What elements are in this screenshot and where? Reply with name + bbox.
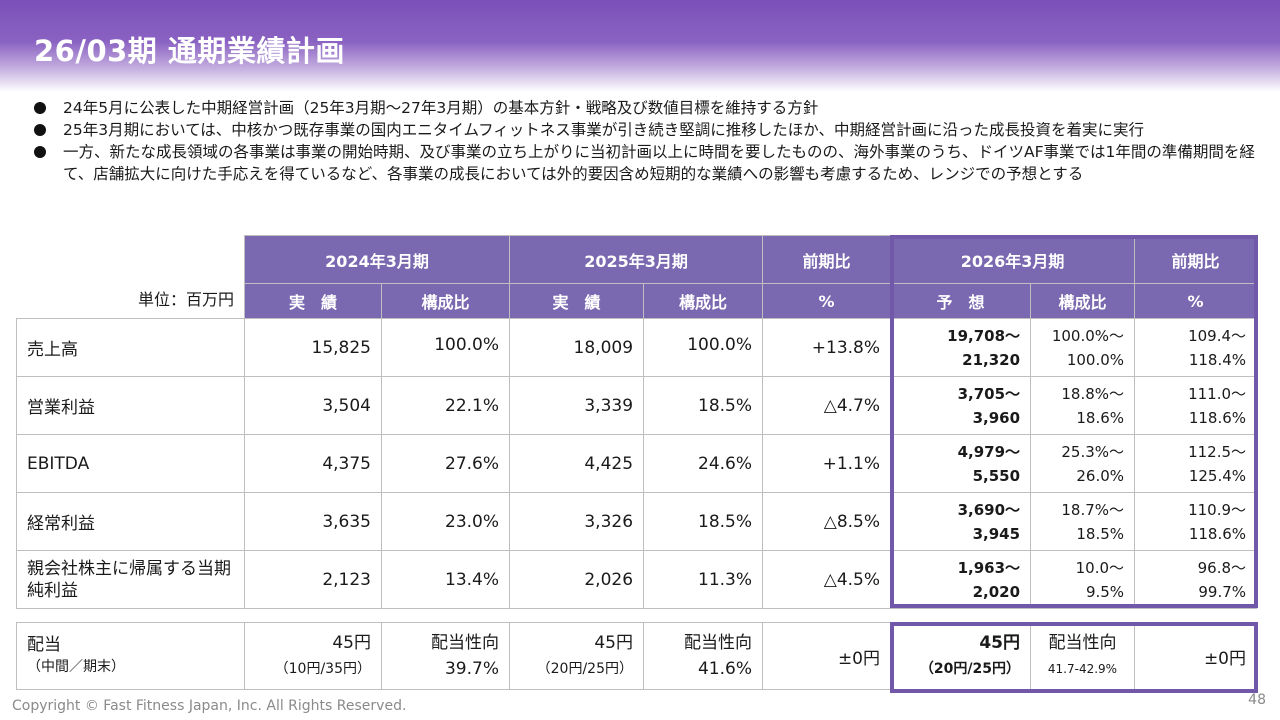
dividend-label: 配当 （中間／期末） [16, 622, 245, 690]
cell: +13.8% [762, 318, 892, 377]
page-number: 48 [1248, 692, 1266, 708]
forecast-ratio-cell: 10.0～ 9.5% [1030, 550, 1136, 609]
bullet-dot-icon [34, 146, 46, 158]
subheader: 予 想 [890, 283, 1032, 319]
period-header-2026: 2026年3月期 [890, 235, 1136, 284]
forecast-yoy-cell: 96.8～ 99.7% [1134, 550, 1258, 609]
forecast-cell: 3,690～ 3,945 [890, 492, 1032, 551]
bullet-item: 一方、新たな成長領域の各事業は事業の開始時期、及び事業の立ち上がりに当初計画以上… [34, 141, 1264, 185]
dividend-2025: 45円 （20円/25円） [509, 622, 644, 690]
performance-table: 2024年3月期 2025年3月期 前期比 2026年3月期 前期比 単位：百万… [16, 235, 1258, 609]
cell: 23.0% [380, 492, 511, 551]
cell: 18.5% [643, 376, 764, 435]
cell: 3,635 [244, 492, 382, 551]
copyright-footer: Copyright © Fast Fitness Japan, Inc. All… [12, 698, 407, 714]
forecast-yoy-cell: 110.9～ 118.6% [1134, 492, 1258, 551]
table-row: 営業利益 3,504 22.1% 3,339 18.5% △4.7% 3,705… [16, 376, 1258, 435]
dividend-forecast: 45円 （20円/25円） [890, 622, 1031, 690]
bullet-item: 25年3月期においては、中核かつ既存事業の国内エニタイムフィットネス事業が引き続… [34, 119, 1264, 141]
cell: 18.5% [643, 492, 764, 551]
cell: △4.7% [762, 376, 892, 435]
cell: △4.5% [762, 550, 892, 609]
cell: 2,123 [244, 550, 382, 609]
row-label: EBITDA [16, 434, 245, 493]
bullet-list: 24年5月に公表した中期経営計画（25年3月期～27年3月期）の基本方針・戦略及… [34, 97, 1264, 185]
row-label: 親会社株主に帰属する当期純利益 [16, 550, 245, 609]
subheader: 実 績 [244, 283, 382, 319]
bullet-dot-icon [34, 124, 46, 136]
cell: 4,375 [244, 434, 382, 493]
forecast-yoy-cell: 109.4～ 118.4% [1134, 318, 1258, 377]
cell: △8.5% [762, 492, 892, 551]
cell: 3,504 [244, 376, 382, 435]
cell: 13.4% [380, 550, 511, 609]
unit-label: 単位：百万円 [16, 283, 245, 319]
cell: 22.1% [380, 376, 511, 435]
header-banner: 26/03期 通期業績計画 [0, 0, 1280, 92]
forecast-cell: 4,979～ 5,550 [890, 434, 1032, 493]
subheader: 構成比 [380, 283, 511, 319]
bullet-dot-icon [34, 102, 46, 114]
forecast-cell: 3,705～ 3,960 [890, 376, 1032, 435]
table-row: 経常利益 3,635 23.0% 3,326 18.5% △8.5% 3,690… [16, 492, 1258, 551]
subheader: % [762, 283, 892, 319]
subheader: 実 績 [509, 283, 645, 319]
subheader: 構成比 [1030, 283, 1136, 319]
period-header-2024: 2024年3月期 [243, 235, 511, 284]
yoy-header-forecast: 前期比 [1134, 235, 1258, 284]
cell: 27.6% [380, 434, 511, 493]
cell: 2,026 [509, 550, 645, 609]
payout-2025: 配当性向 41.6% [643, 622, 763, 690]
page-title: 26/03期 通期業績計画 [34, 34, 345, 68]
forecast-ratio-cell: 18.7%～ 18.5% [1030, 492, 1136, 551]
row-label: 営業利益 [16, 376, 245, 435]
cell: 18,009 [509, 318, 645, 377]
cell: 100.0% [643, 318, 764, 377]
table-row: EBITDA 4,375 27.6% 4,425 24.6% +1.1% 4,9… [16, 434, 1258, 493]
dividend-yoy: ±0円 [762, 622, 891, 690]
dividend-table: 配当 （中間／期末） 45円 （10円/35円） 配当性向 39.7% 45円 … [16, 622, 1257, 690]
yoy-header: 前期比 [762, 235, 892, 284]
cell: 24.6% [643, 434, 764, 493]
table-row: 売上高 15,825 100.0% 18,009 100.0% +13.8% 1… [16, 318, 1258, 377]
table-row: 親会社株主に帰属する当期純利益 2,123 13.4% 2,026 11.3% … [16, 550, 1258, 609]
cell: 4,425 [509, 434, 645, 493]
forecast-ratio-cell: 100.0%～ 100.0% [1030, 318, 1136, 377]
forecast-yoy-cell: 112.5～ 125.4% [1134, 434, 1258, 493]
cell: 3,339 [509, 376, 645, 435]
forecast-ratio-cell: 18.8%～ 18.6% [1030, 376, 1136, 435]
period-header-2025: 2025年3月期 [509, 235, 764, 284]
subheader: 構成比 [643, 283, 764, 319]
subheader: % [1134, 283, 1258, 319]
cell: 15,825 [244, 318, 382, 377]
cell: 3,326 [509, 492, 645, 551]
row-label: 経常利益 [16, 492, 245, 551]
payout-forecast: 配当性向 41.7-42.9% [1030, 622, 1135, 690]
cell: 100.0% [380, 318, 511, 377]
forecast-ratio-cell: 25.3%～ 26.0% [1030, 434, 1136, 493]
dividend-2024: 45円 （10円/35円） [244, 622, 382, 690]
payout-2024: 配当性向 39.7% [381, 622, 510, 690]
cell: 11.3% [643, 550, 764, 609]
forecast-yoy-cell: 111.0～ 118.6% [1134, 376, 1258, 435]
row-label: 売上高 [16, 318, 245, 377]
cell: +1.1% [762, 434, 892, 493]
bullet-item: 24年5月に公表した中期経営計画（25年3月期～27年3月期）の基本方針・戦略及… [34, 97, 1264, 119]
forecast-cell: 19,708～ 21,320 [890, 318, 1032, 377]
forecast-cell: 1,963～ 2,020 [890, 550, 1032, 609]
dividend-forecast-yoy: ±0円 [1134, 622, 1257, 690]
dividend-row: 配当 （中間／期末） 45円 （10円/35円） 配当性向 39.7% 45円 … [16, 622, 1257, 690]
